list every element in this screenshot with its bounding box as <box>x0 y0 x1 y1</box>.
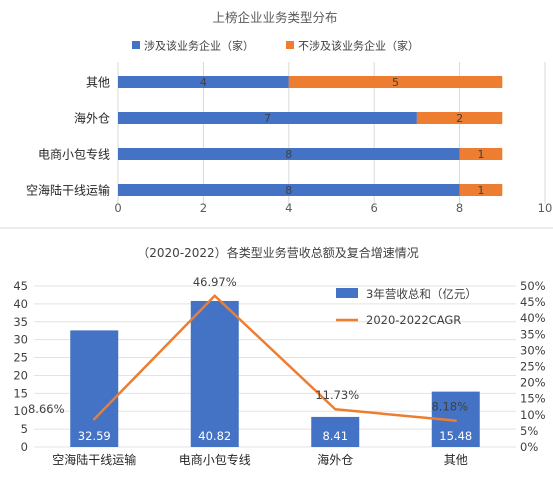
chart2-left-tick-label: 0 <box>21 440 28 454</box>
chart2-left-tick-label: 45 <box>13 279 28 293</box>
chart1-bar-value-label: 4 <box>200 76 207 89</box>
chart2-cagr-value-label: 8.18% <box>431 400 468 414</box>
chart2-category-label: 空海陆干线运输 <box>52 452 136 467</box>
legend-swatch-involved <box>132 41 140 49</box>
chart2-category-label: 其他 <box>444 453 468 467</box>
chart2-right-tick-label: 30% <box>520 343 546 357</box>
chart1-x-tick-labels: 0 2 4 6 8 10 <box>114 201 552 215</box>
chart1-x-tick-label: 4 <box>285 201 292 215</box>
chart2-revenue-bar-cat-2 <box>190 300 239 447</box>
chart1-x-tick-label: 8 <box>456 201 463 215</box>
chart1-x-tick-label: 6 <box>371 201 378 215</box>
chart2-bar-value-label: 15.48 <box>439 429 472 443</box>
chart1-category-label: 空海陆干线运输 <box>26 183 110 198</box>
chart1-category-label: 海外仓 <box>74 111 110 126</box>
chart2-cagr-value-label: 46.97% <box>193 275 237 289</box>
chart2-cagr-polyline <box>93 294 457 422</box>
business-type-distribution-chart: 上榜企业业务类型分布 涉及该业务企业（家） 不涉及该业务企业（家） 4 5 7 2 8 1… <box>26 10 552 215</box>
chart2-bar-value-label: 40.82 <box>198 429 231 443</box>
chart1-bars: 4 5 7 2 8 1 8 1 <box>118 76 503 197</box>
chart1-bar-value-label: 8 <box>285 148 292 161</box>
chart2-right-tick-label: 0% <box>520 440 538 454</box>
chart1-category-label: 电商小包专线 <box>38 147 110 162</box>
chart2-right-tick-labels: 0% 5% 10% 15% 20% 25% 30% 35% 40% 45% 50% <box>520 279 546 454</box>
chart1-bar-value-label: 5 <box>392 76 399 89</box>
chart2-right-tick-label: 20% <box>520 376 546 390</box>
chart1-bar-involved-cat-2 <box>118 112 417 124</box>
chart2-bar-value-label: 8.41 <box>322 429 348 443</box>
chart2-left-tick-label: 20 <box>13 368 28 382</box>
legend-label-involved: 涉及该业务企业（家） <box>144 39 254 53</box>
chart2-left-tick-label: 40 <box>13 297 28 311</box>
chart2-data-labels: 32.59 40.82 8.41 15.48 8.66% 46.97% 11.73% 8.18… <box>28 275 472 443</box>
chart2-revenue-bar-cat-1 <box>70 330 119 447</box>
chart2-cagr-value-label: 11.73% <box>315 388 359 402</box>
chart2-category-label: 海外仓 <box>317 452 353 467</box>
chart1-category-label: 其他 <box>86 76 110 90</box>
chart2-revenue-bar-cat-3 <box>311 416 360 447</box>
chart2-legend: 3年营收总和（亿元） 2020-2022CAGR <box>336 287 477 327</box>
chart2-right-tick-label: 45% <box>520 295 546 309</box>
chart2-title: （2020-2022）各类型业务营收总额及复合增速情况 <box>137 245 418 260</box>
chart1-bar-involved-cat-1 <box>118 76 289 88</box>
chart2-right-tick-label: 40% <box>520 311 546 325</box>
chart1-title: 上榜企业业务类型分布 <box>212 10 337 25</box>
chart1-legend: 涉及该业务企业（家） 不涉及该业务企业（家） <box>132 39 419 53</box>
chart1-x-tick-label: 2 <box>200 201 207 215</box>
chart2-left-tick-label: 5 <box>21 422 28 436</box>
legend-label-revenue: 3年营收总和（亿元） <box>366 287 477 301</box>
chart2-left-tick-label: 10 <box>13 404 28 418</box>
chart2-right-tick-label: 25% <box>520 360 546 374</box>
chart2-left-tick-label: 25 <box>13 351 28 365</box>
chart2-category-label: 电商小包专线 <box>179 452 251 467</box>
chart2-right-tick-label: 35% <box>520 327 546 341</box>
chart2-cagr-value-label: 8.66% <box>28 402 65 416</box>
chart2-right-tick-label: 50% <box>520 279 546 293</box>
chart2-cagr-line <box>93 294 457 422</box>
chart1-bar-value-label: 7 <box>264 112 271 125</box>
chart1-bar-value-label: 8 <box>285 184 292 197</box>
chart1-bar-involved-cat-3 <box>118 148 460 160</box>
chart1-x-tick-label: 10 <box>538 201 553 215</box>
chart1-bar-not-involved-cat-1 <box>288 76 503 88</box>
chart2-left-tick-label: 35 <box>13 315 28 329</box>
legend-swatch-not-involved <box>286 41 294 49</box>
legend-swatch-revenue <box>336 288 358 298</box>
chart1-bar-not-involved-cat-2 <box>416 112 503 124</box>
chart2-left-tick-label: 15 <box>13 386 28 400</box>
chart1-bar-not-involved-cat-3 <box>459 148 503 160</box>
chart2-bar-value-label: 32.59 <box>78 429 111 443</box>
chart2-right-tick-label: 5% <box>520 424 538 438</box>
legend-label-cagr: 2020-2022CAGR <box>366 313 461 327</box>
chart1-x-tick-label: 0 <box>114 201 121 215</box>
chart2-left-tick-label: 30 <box>13 333 28 347</box>
legend-label-not-involved: 不涉及该业务企业（家） <box>298 39 419 53</box>
chart1-bar-value-label: 1 <box>477 184 484 197</box>
chart1-bar-value-label: 1 <box>477 148 484 161</box>
revenue-cagr-chart: （2020-2022）各类型业务营收总额及复合增速情况 32.59 40.82 8.… <box>13 245 545 467</box>
chart2-left-tick-labels: 0 5 10 15 20 25 30 35 40 45 <box>13 279 28 454</box>
chart1-bar-not-involved-cat-4 <box>459 184 503 196</box>
chart2-category-labels: 空海陆干线运输 电商小包专线 海外仓 其他 <box>52 452 468 467</box>
chart2-right-tick-label: 10% <box>520 408 546 422</box>
chart2-right-tick-label: 15% <box>520 392 546 406</box>
chart1-bar-involved-cat-4 <box>118 184 460 196</box>
chart2-bars <box>70 300 480 447</box>
chart1-bar-value-label: 2 <box>456 112 463 125</box>
